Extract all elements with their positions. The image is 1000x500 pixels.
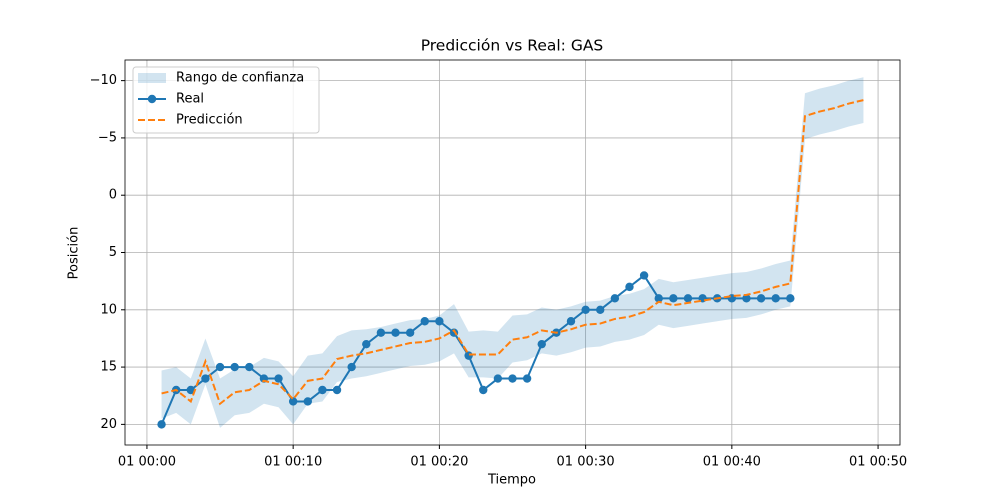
point	[508, 374, 517, 383]
plot-frame	[124, 59, 901, 446]
x-tick-label: 01 00:00	[118, 455, 176, 470]
point	[786, 294, 795, 303]
legend-label: Real	[176, 92, 204, 107]
point	[332, 385, 342, 395]
point	[639, 271, 649, 280]
x-tick-label: 01 00:40	[703, 455, 761, 470]
point	[537, 339, 546, 349]
point	[742, 294, 751, 303]
point	[756, 294, 766, 303]
point	[201, 374, 210, 383]
point	[318, 385, 327, 395]
point	[230, 362, 239, 372]
point	[479, 385, 488, 395]
legend-box	[132, 66, 320, 134]
series-line	[161, 99, 864, 406]
y-tick-label: 0	[109, 188, 117, 203]
y-tick-label: 20	[100, 417, 117, 432]
point	[215, 362, 225, 372]
point	[522, 374, 532, 383]
y-axis-label: Posición	[67, 227, 82, 280]
legend-marker	[147, 94, 157, 104]
point	[566, 317, 576, 326]
point	[625, 282, 634, 292]
point	[581, 305, 590, 314]
y-tick-label: 5	[109, 245, 117, 260]
point	[157, 420, 166, 429]
y-tick-label: 10	[100, 302, 117, 317]
point	[376, 328, 386, 337]
y-tick-label: 15	[100, 360, 117, 375]
point	[274, 374, 283, 383]
point	[771, 294, 780, 303]
point	[245, 362, 254, 372]
x-tick-label: 01 00:20	[410, 455, 468, 470]
point	[186, 385, 196, 395]
y-tick-label: −10	[90, 73, 117, 88]
point	[493, 374, 503, 383]
point	[303, 397, 312, 406]
y-tick-label: −5	[98, 130, 117, 145]
point	[435, 317, 444, 326]
chart-title: Predicción vs Real: GAS	[421, 37, 604, 55]
point	[464, 351, 473, 360]
point	[420, 317, 429, 326]
legend-swatch	[138, 73, 166, 83]
point	[610, 294, 620, 303]
point	[288, 397, 298, 406]
x-axis-label: Tiempo	[487, 473, 536, 488]
x-tick-label: 01 00:30	[557, 455, 615, 470]
point	[362, 339, 371, 349]
point	[654, 294, 663, 303]
legend-label: Predicción	[176, 113, 243, 128]
confidence-band	[161, 77, 864, 428]
point	[391, 328, 400, 337]
point	[596, 305, 605, 314]
point	[669, 294, 678, 303]
x-tick-label: 01 00:10	[264, 455, 322, 470]
point	[347, 362, 356, 372]
point	[405, 328, 415, 337]
legend-label: Rango de confianza	[176, 71, 304, 86]
point	[683, 294, 693, 303]
x-tick-label: 01 00:50	[849, 455, 907, 470]
